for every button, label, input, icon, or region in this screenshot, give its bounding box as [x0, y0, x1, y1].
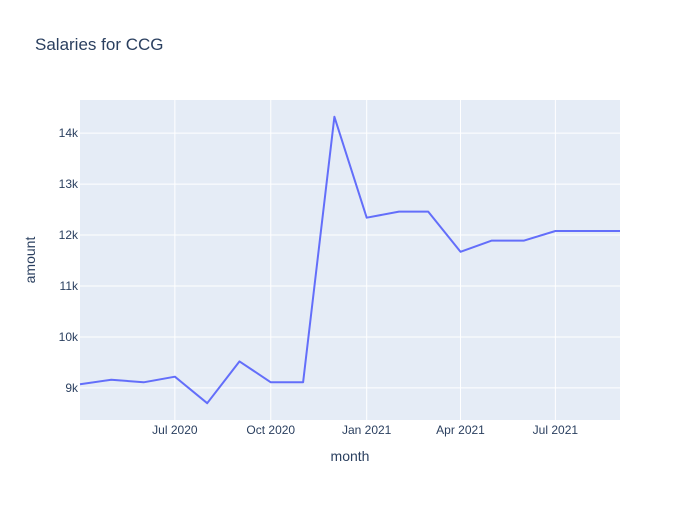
x-tick-label: Jan 2021: [342, 423, 392, 437]
chart-title: Salaries for CCG: [35, 35, 163, 54]
vertical-gridlines: [174, 100, 556, 420]
x-axis-ticks: Jul 2020 Oct 2020 Jan 2021 Apr 2021 Jul 2021: [152, 423, 578, 437]
y-axis-title: amount: [22, 237, 38, 284]
x-tick-label: Jul 2021: [533, 423, 579, 437]
y-tick-label: 9k: [65, 381, 79, 395]
data-point[interactable]: [204, 400, 210, 406]
y-tick-label: 14k: [59, 126, 79, 140]
data-point[interactable]: [364, 215, 370, 221]
data-point[interactable]: [617, 228, 623, 234]
data-point[interactable]: [489, 238, 495, 244]
data-point[interactable]: [108, 377, 114, 383]
data-point[interactable]: [268, 379, 274, 385]
x-axis-title: month: [331, 448, 370, 464]
data-point[interactable]: [300, 379, 306, 385]
series-line: [79, 115, 620, 405]
data-point[interactable]: [521, 238, 527, 244]
data-point[interactable]: [236, 358, 242, 364]
y-axis-ticks: 9k 10k 11k 12k 13k 14k: [59, 126, 79, 395]
y-tick-label: 11k: [60, 279, 79, 293]
data-point[interactable]: [141, 379, 147, 385]
plot-area: [80, 100, 620, 420]
data-point[interactable]: [585, 228, 591, 234]
data-point[interactable]: [458, 249, 464, 255]
y-tick-label: 13k: [59, 177, 79, 191]
x-tick-label: Jul 2020: [152, 423, 198, 437]
x-tick-label: Apr 2021: [436, 423, 485, 437]
data-point[interactable]: [396, 209, 402, 215]
y-tick-label: 10k: [59, 330, 79, 344]
y-tick-label: 12k: [59, 228, 79, 242]
data-point[interactable]: [172, 374, 178, 380]
series-layer: [79, 114, 623, 406]
x-tick-label: Oct 2020: [246, 423, 295, 437]
data-point[interactable]: [425, 209, 431, 215]
data-point[interactable]: [552, 228, 558, 234]
data-point[interactable]: [331, 114, 337, 120]
horizontal-gridlines: [80, 132, 620, 389]
